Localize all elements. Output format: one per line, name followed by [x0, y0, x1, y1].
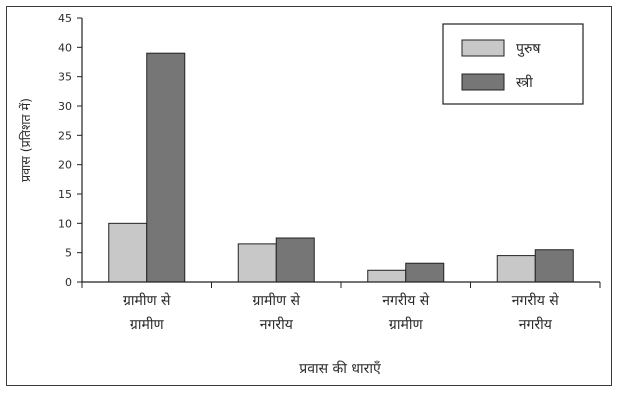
legend-box	[442, 23, 584, 105]
x-tick-label: ग्रामीण से	[252, 292, 300, 309]
bar-male	[237, 243, 277, 283]
y-tick-label: 0	[65, 276, 72, 289]
x-tick-label: ग्रामीण	[130, 316, 165, 333]
bar-male	[367, 269, 407, 283]
y-tick-label: 10	[58, 217, 72, 230]
legend-swatch	[461, 39, 505, 57]
y-axis-label: प्रवास (प्रतिशत में)	[18, 98, 33, 182]
y-tick-label: 20	[58, 159, 72, 172]
bar-female	[146, 52, 186, 283]
y-tick-label: 45	[58, 12, 72, 25]
y-tick-label: 25	[58, 129, 72, 142]
bar-female	[534, 249, 574, 283]
x-tick-label: नगरीय से	[382, 292, 430, 309]
bar-female	[405, 262, 445, 283]
legend: पुरुष स्त्री	[442, 23, 584, 105]
y-tick-label: 30	[58, 100, 72, 113]
x-tick-label: नगरीय	[519, 316, 553, 333]
legend-label: स्त्री	[516, 74, 533, 91]
y-tick-label: 35	[58, 71, 72, 84]
y-tick-label: 5	[65, 247, 72, 260]
bar-male	[108, 222, 148, 283]
y-axis-ticks: 0 5 10 15 20 25 30 35 40 45	[58, 12, 82, 289]
legend-swatch	[461, 73, 505, 91]
bar-female	[275, 237, 315, 283]
x-axis-label: प्रवास की धाराएँ	[299, 360, 381, 377]
x-axis-ticks: ग्रामीण से ग्रामीण ग्रामीण से नगरीय नगरीय से…	[81, 282, 601, 333]
bar-male	[496, 255, 536, 283]
x-tick-label: नगरीय से	[512, 292, 560, 309]
x-tick-label: नगरीय	[260, 316, 294, 333]
legend-label: पुरुष	[516, 41, 541, 57]
x-tick-label: ग्रामीण से	[123, 292, 171, 309]
x-tick-label: ग्रामीण	[389, 316, 424, 333]
y-tick-label: 15	[58, 188, 72, 201]
y-tick-label: 40	[58, 41, 72, 54]
